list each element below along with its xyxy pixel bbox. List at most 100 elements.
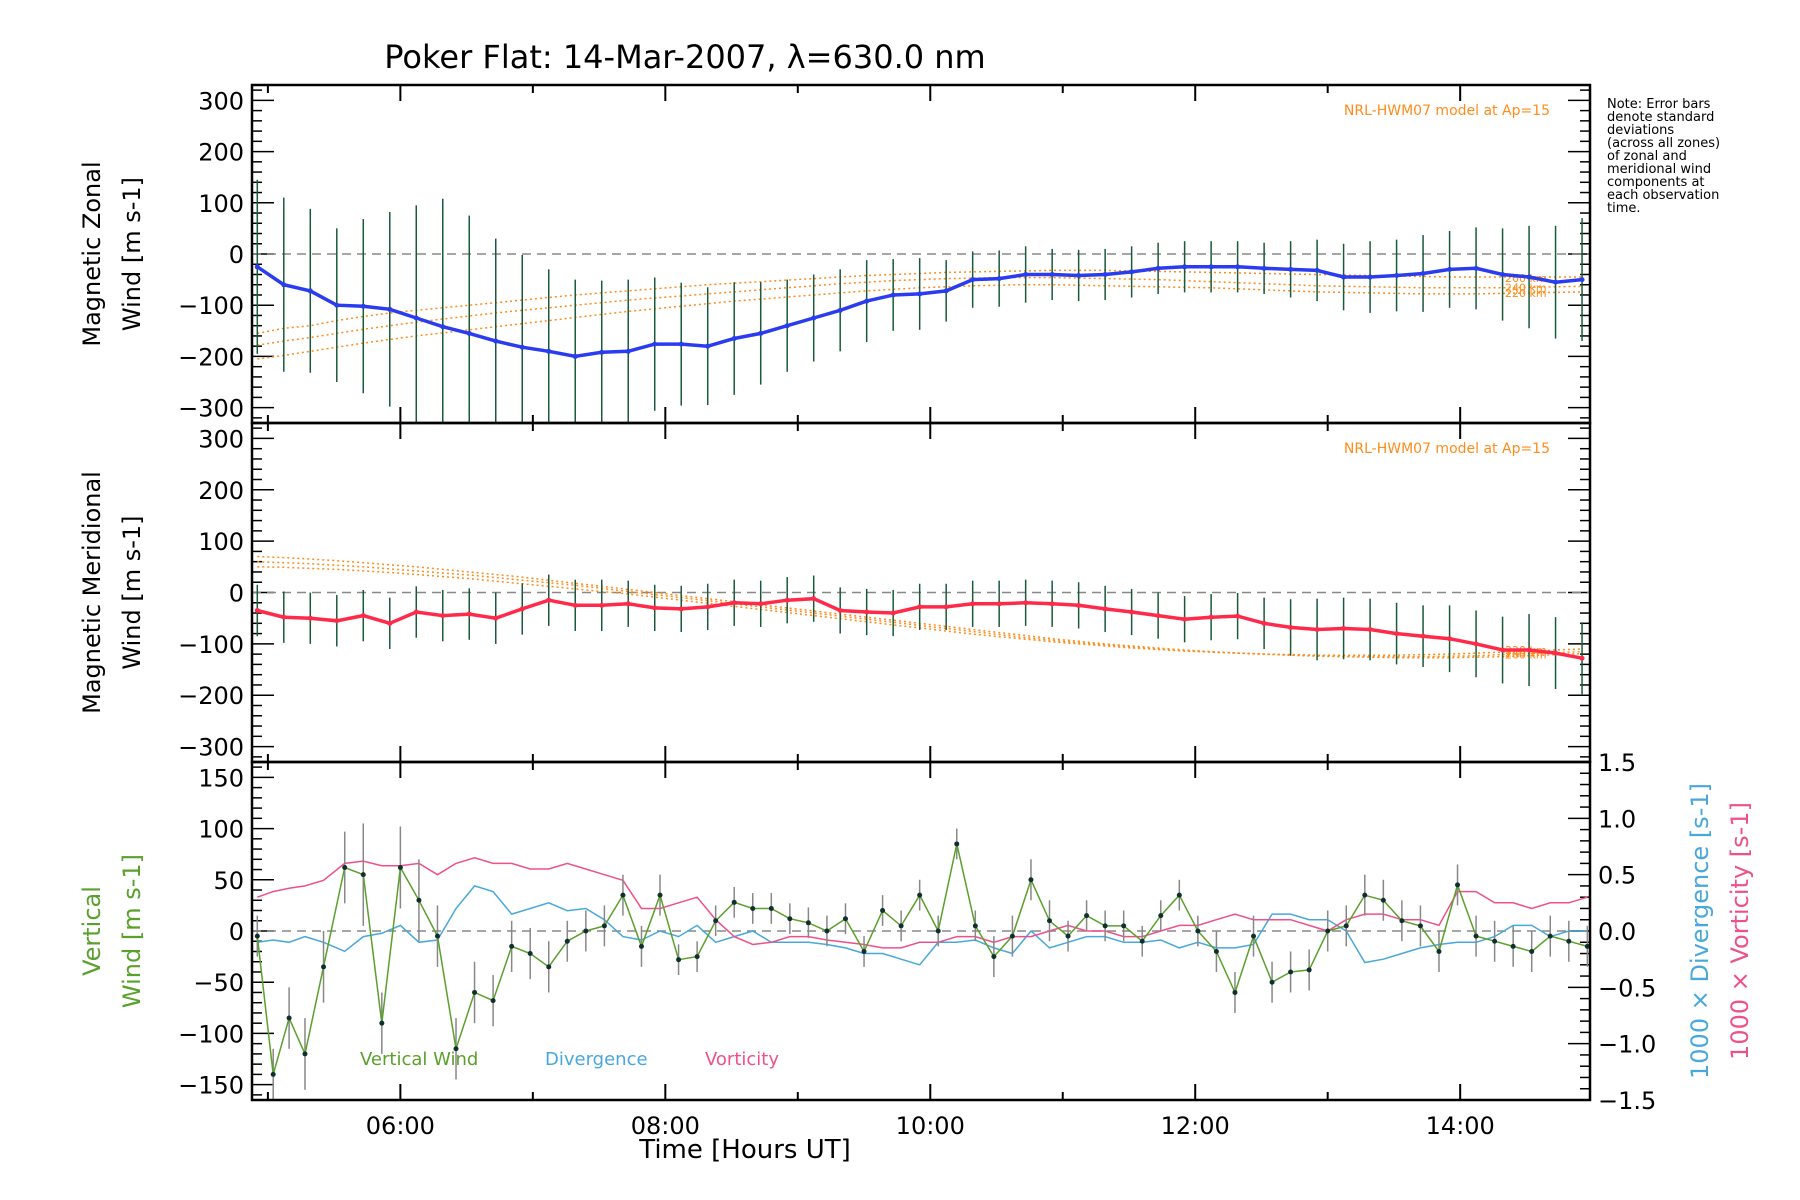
data-point — [599, 602, 605, 608]
y2-tick-label: 1.5 — [1598, 749, 1636, 777]
vorticity-line — [257, 857, 1588, 949]
data-point — [254, 264, 260, 270]
data-point — [1208, 264, 1214, 270]
data-point — [1314, 267, 1320, 273]
x-tick-label: 06:00 — [366, 1112, 435, 1140]
data-point — [972, 923, 978, 929]
y-axis-label-units: Wind [m s-1] — [118, 177, 146, 331]
data-point — [620, 892, 626, 898]
data-point — [519, 606, 525, 612]
data-point — [1529, 948, 1535, 954]
y-tick-label: −200 — [178, 343, 244, 371]
data-point — [657, 892, 663, 898]
data-point — [472, 989, 478, 995]
model-label: NRL-HWM07 model at Ap=15 — [1344, 441, 1550, 457]
y2-tick-label: −1.5 — [1598, 1087, 1656, 1115]
y-tick-label: 50 — [213, 867, 244, 895]
data-point — [1553, 279, 1559, 285]
x-axis-label: Time [Hours UT] — [638, 1135, 851, 1165]
data-point — [1213, 948, 1219, 954]
y-tick-label: −50 — [193, 969, 244, 997]
data-point — [625, 348, 631, 354]
data-point — [546, 348, 552, 354]
data-point — [453, 1046, 459, 1052]
data-point — [1492, 938, 1498, 944]
data-point — [917, 892, 923, 898]
data-point — [601, 923, 607, 929]
data-point — [1526, 647, 1532, 653]
data-point — [1023, 271, 1029, 277]
x-tick-label: 14:00 — [1426, 1112, 1495, 1140]
data-point — [1023, 600, 1029, 606]
panel-vertical: −150 −100 −50 0 50 100 150 Vertical Wind [m s-1]… — [78, 749, 1754, 1140]
data-point — [1076, 273, 1082, 279]
data-point — [434, 933, 440, 939]
data-point — [583, 928, 589, 934]
data-point — [321, 964, 327, 970]
data-point — [1380, 897, 1386, 903]
data-point — [1362, 892, 1368, 898]
y2-tick-label: −0.5 — [1598, 974, 1656, 1002]
y-axis-label-units: Wind [m s-1] — [118, 854, 146, 1008]
data-point — [387, 620, 393, 626]
data-point — [943, 288, 949, 294]
legend-vertical-wind: Vertical Wind — [360, 1049, 478, 1070]
data-point — [787, 916, 793, 922]
data-point — [784, 323, 790, 329]
y-axis-label-units: Wind [m s-1] — [118, 515, 146, 669]
y2-tick-label: 0.5 — [1598, 862, 1636, 890]
data-point — [1420, 270, 1426, 276]
data-point — [1367, 274, 1373, 280]
data-point — [519, 344, 525, 350]
data-point — [1261, 265, 1267, 271]
vorticity-axis-label: 1000 × Vorticity [s-1] — [1726, 802, 1754, 1060]
data-point — [1121, 923, 1127, 929]
y2-tick-label: −1.0 — [1598, 1031, 1656, 1059]
data-point — [527, 951, 533, 957]
data-point — [360, 613, 366, 619]
data-point — [490, 998, 496, 1004]
data-point — [917, 291, 923, 297]
data-point — [678, 341, 684, 347]
data-point — [864, 609, 870, 615]
y-tick-label: −200 — [178, 682, 244, 710]
x-tick-label: 08:00 — [631, 1112, 700, 1140]
data-point — [1076, 602, 1082, 608]
data-point — [546, 964, 552, 970]
data-point — [1566, 938, 1572, 944]
y-tick-label: 300 — [198, 87, 244, 115]
data-point — [1158, 913, 1164, 919]
y-tick-label: −100 — [178, 631, 244, 659]
divergence-line — [257, 885, 1588, 966]
data-point — [1500, 647, 1506, 653]
data-point — [1155, 265, 1161, 271]
data-point — [991, 954, 997, 960]
data-point — [466, 330, 472, 336]
model-height-label: 240 km — [1505, 281, 1547, 294]
data-point — [1341, 625, 1347, 631]
data-point — [1208, 614, 1214, 620]
panel-frame — [250, 760, 1592, 1102]
note-line: of zonal and — [1607, 149, 1687, 164]
y-tick-label: 200 — [198, 139, 244, 167]
data-point — [493, 615, 499, 621]
note-line: components at — [1607, 175, 1705, 190]
data-point — [1325, 928, 1331, 934]
data-point — [1447, 266, 1453, 272]
data-point — [1129, 609, 1135, 615]
vertical-wind-line — [256, 843, 1588, 1075]
data-point — [572, 353, 578, 359]
data-point — [935, 928, 941, 934]
data-point — [1047, 918, 1053, 924]
data-point — [1049, 601, 1055, 607]
data-point — [1341, 274, 1347, 280]
note-line: deviations — [1607, 123, 1674, 138]
data-point — [837, 307, 843, 313]
data-point — [599, 349, 605, 355]
y-tick-label: 0 — [229, 580, 244, 608]
data-point — [890, 610, 896, 616]
data-point — [302, 1051, 308, 1057]
data-point — [440, 324, 446, 330]
data-point — [811, 596, 817, 602]
data-point — [1526, 274, 1532, 280]
